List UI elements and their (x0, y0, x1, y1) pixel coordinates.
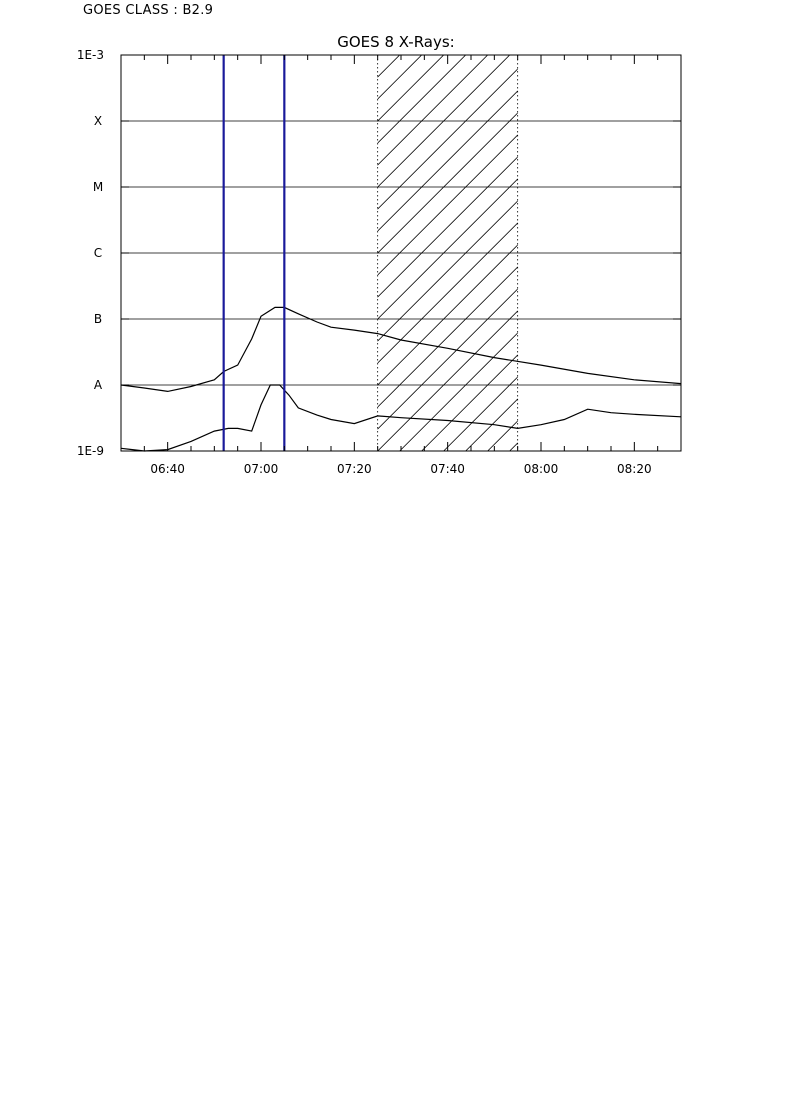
hatch-line (377, 266, 518, 408)
marker-layer (222, 55, 286, 451)
y-tick-label: M (93, 180, 103, 194)
x-tick-label: 07:00 (244, 462, 279, 476)
y-tick-label: C (94, 246, 102, 260)
hatch-line (377, 244, 518, 386)
x-tick-label: 08:00 (524, 462, 559, 476)
hatch-line (377, 200, 518, 342)
y-tick-label: B (94, 312, 102, 326)
x-tick-label: 06:40 (150, 462, 185, 476)
hatch-line (377, 68, 518, 210)
hatch-line (443, 376, 518, 451)
hatch-lines (377, 55, 518, 451)
goes-class-label: GOES CLASS : B2.9 (83, 3, 214, 18)
hatch-line (377, 310, 518, 451)
x-tick-label: 07:40 (430, 462, 465, 476)
hatch-line (377, 90, 518, 232)
hatch-line (377, 178, 518, 320)
tick-layer: 1E-9 A B C M X 1E-3 06:40 07:00 07:20 07:40 08:00 08… (77, 48, 682, 476)
hatch-line (421, 354, 518, 451)
y-tick-label: A (94, 378, 103, 392)
y-tick-label: 1E-9 (77, 444, 104, 458)
x-tick-label: 07:20 (337, 462, 372, 476)
goes-xray-chart: GOES 8 X-Rays: 1E-9 A B C M X 1E-3 06:40 07:00 07… (77, 33, 682, 476)
y-tick-label: 1E-3 (77, 48, 104, 62)
y-tick-label: X (94, 114, 102, 128)
chart-title: GOES 8 X-Rays: (337, 33, 454, 51)
hatch-line (377, 134, 518, 276)
hatch-line (377, 288, 518, 430)
hatch-line (377, 112, 518, 254)
hatch-line (377, 222, 518, 364)
series-layer (120, 306, 682, 452)
hatch-line (377, 55, 488, 166)
shaded-region-layer (377, 55, 519, 451)
hatch-line (377, 55, 510, 188)
hatch-line (377, 55, 466, 144)
grid-layer (121, 120, 681, 386)
hatch-line (377, 156, 518, 298)
hatch-line (377, 55, 444, 122)
series-line-2 (120, 384, 682, 452)
x-tick-label: 08:20 (617, 462, 652, 476)
series-line-1 (120, 306, 682, 393)
hatch-line (399, 332, 518, 451)
